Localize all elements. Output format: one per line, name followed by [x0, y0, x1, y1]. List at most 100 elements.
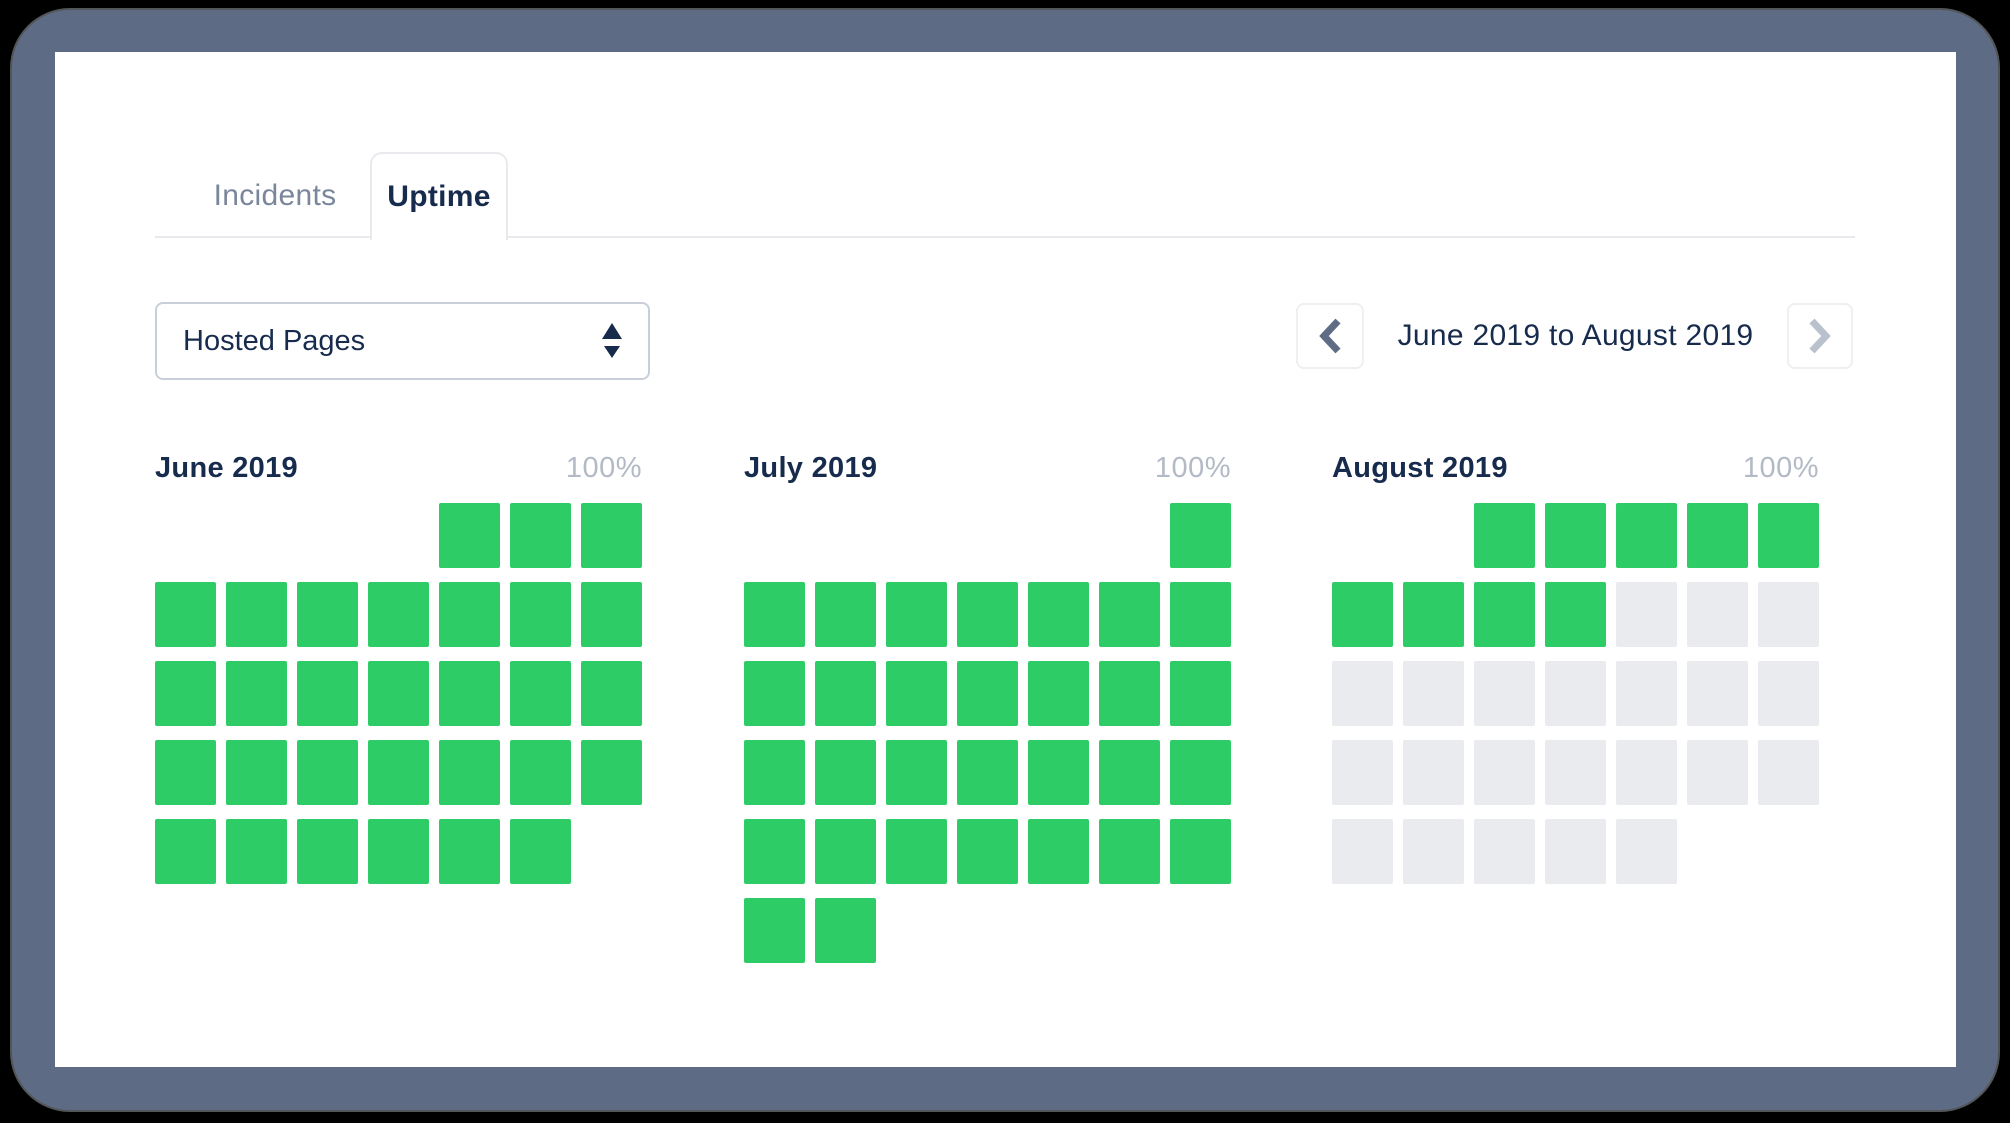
tab-uptime[interactable]: Uptime — [370, 152, 508, 240]
day-cell[interactable] — [155, 582, 216, 647]
day-cell[interactable] — [510, 819, 571, 884]
day-cell[interactable] — [510, 503, 571, 568]
day-cell[interactable] — [297, 740, 358, 805]
day-cell[interactable] — [1403, 819, 1464, 884]
day-cell[interactable] — [297, 582, 358, 647]
day-cell[interactable] — [1099, 819, 1160, 884]
day-cell[interactable] — [1545, 740, 1606, 805]
day-cell[interactable] — [1758, 503, 1819, 568]
day-cell[interactable] — [1545, 503, 1606, 568]
day-cell[interactable] — [368, 740, 429, 805]
day-cell[interactable] — [1474, 819, 1535, 884]
day-cell[interactable] — [1474, 582, 1535, 647]
day-cell[interactable] — [815, 740, 876, 805]
day-cell[interactable] — [1545, 819, 1606, 884]
day-cell[interactable] — [957, 740, 1018, 805]
day-cell[interactable] — [368, 661, 429, 726]
day-cell[interactable] — [1028, 740, 1089, 805]
day-cell[interactable] — [510, 661, 571, 726]
day-cell[interactable] — [1099, 582, 1160, 647]
day-cell[interactable] — [1687, 503, 1748, 568]
day-cell[interactable] — [297, 819, 358, 884]
day-cell[interactable] — [1616, 503, 1677, 568]
day-cell[interactable] — [1170, 740, 1231, 805]
day-cell[interactable] — [1099, 661, 1160, 726]
next-range-button[interactable] — [1787, 303, 1853, 369]
day-cell[interactable] — [1170, 819, 1231, 884]
day-cell[interactable] — [957, 819, 1018, 884]
day-cell[interactable] — [1474, 661, 1535, 726]
day-cell[interactable] — [1545, 661, 1606, 726]
day-cell[interactable] — [1616, 740, 1677, 805]
day-cell[interactable] — [297, 661, 358, 726]
day-cell[interactable] — [226, 740, 287, 805]
day-cell[interactable] — [1403, 740, 1464, 805]
chevron-right-icon — [1809, 318, 1831, 354]
day-cell[interactable] — [1170, 582, 1231, 647]
day-cell[interactable] — [439, 661, 500, 726]
prev-range-button[interactable] — [1296, 303, 1364, 369]
hosted-pages-select-value: Hosted Pages — [183, 324, 366, 357]
tab-incidents[interactable]: Incidents — [180, 154, 370, 238]
day-cell[interactable] — [1616, 582, 1677, 647]
day-cell[interactable] — [1545, 582, 1606, 647]
day-cell[interactable] — [1758, 582, 1819, 647]
day-cell[interactable] — [1474, 503, 1535, 568]
day-cell[interactable] — [1474, 740, 1535, 805]
day-cell[interactable] — [1687, 740, 1748, 805]
day-cell[interactable] — [581, 661, 642, 726]
day-cell[interactable] — [1616, 661, 1677, 726]
day-cell[interactable] — [744, 582, 805, 647]
day-cell[interactable] — [510, 740, 571, 805]
day-cell[interactable] — [1616, 819, 1677, 884]
day-cell[interactable] — [1099, 740, 1160, 805]
day-cell[interactable] — [957, 582, 1018, 647]
hosted-pages-select[interactable]: Hosted Pages — [155, 302, 650, 380]
day-cell[interactable] — [1332, 740, 1393, 805]
day-cell[interactable] — [886, 661, 947, 726]
day-cell[interactable] — [439, 503, 500, 568]
day-cell[interactable] — [510, 582, 571, 647]
day-cell[interactable] — [1170, 661, 1231, 726]
day-cell[interactable] — [886, 819, 947, 884]
day-cell[interactable] — [957, 661, 1018, 726]
day-cell[interactable] — [226, 819, 287, 884]
day-cell[interactable] — [1028, 582, 1089, 647]
day-cell[interactable] — [581, 582, 642, 647]
day-cell[interactable] — [439, 819, 500, 884]
day-cell[interactable] — [744, 740, 805, 805]
day-cell[interactable] — [815, 819, 876, 884]
day-cell[interactable] — [226, 582, 287, 647]
day-cell[interactable] — [1403, 582, 1464, 647]
day-cell[interactable] — [1332, 819, 1393, 884]
day-cell[interactable] — [1758, 740, 1819, 805]
day-cell[interactable] — [439, 740, 500, 805]
day-cell[interactable] — [155, 740, 216, 805]
day-cell[interactable] — [744, 819, 805, 884]
day-cell[interactable] — [155, 661, 216, 726]
day-cell[interactable] — [744, 898, 805, 963]
day-cell[interactable] — [226, 661, 287, 726]
day-cell[interactable] — [155, 819, 216, 884]
day-cell[interactable] — [744, 661, 805, 726]
day-cell[interactable] — [815, 661, 876, 726]
day-cell[interactable] — [1028, 661, 1089, 726]
day-cell[interactable] — [1332, 661, 1393, 726]
uptime-percentage: 100% — [565, 452, 642, 484]
day-cell[interactable] — [886, 740, 947, 805]
day-cell[interactable] — [581, 503, 642, 568]
day-cell[interactable] — [1758, 661, 1819, 726]
day-cell[interactable] — [1403, 661, 1464, 726]
day-cell[interactable] — [1687, 661, 1748, 726]
day-cell[interactable] — [1028, 819, 1089, 884]
day-cell[interactable] — [815, 582, 876, 647]
day-cell[interactable] — [1687, 582, 1748, 647]
day-cell[interactable] — [368, 819, 429, 884]
day-cell[interactable] — [439, 582, 500, 647]
day-cell[interactable] — [1170, 503, 1231, 568]
day-cell[interactable] — [368, 582, 429, 647]
day-cell[interactable] — [815, 898, 876, 963]
day-cell[interactable] — [581, 740, 642, 805]
day-cell[interactable] — [1332, 582, 1393, 647]
day-cell[interactable] — [886, 582, 947, 647]
